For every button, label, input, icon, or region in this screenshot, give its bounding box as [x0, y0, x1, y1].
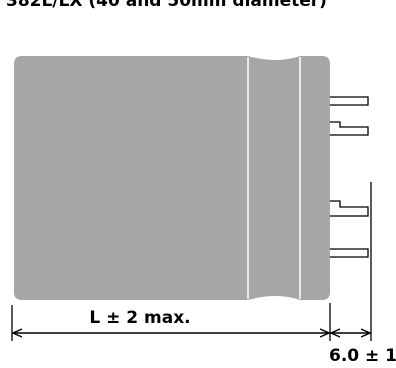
terminal-1: [330, 96, 369, 106]
terminal-3: [330, 200, 369, 217]
length-dimension-label: L ± 2 max.: [89, 308, 190, 328]
capacitor-body: [14, 56, 330, 300]
terminal-4: [330, 248, 369, 258]
lead-dimension-label: 6.0 ± 1: [329, 346, 396, 366]
diagram-title: 382L/LX (40 and 50mm diameter): [6, 0, 327, 11]
terminal-2: [330, 121, 369, 136]
